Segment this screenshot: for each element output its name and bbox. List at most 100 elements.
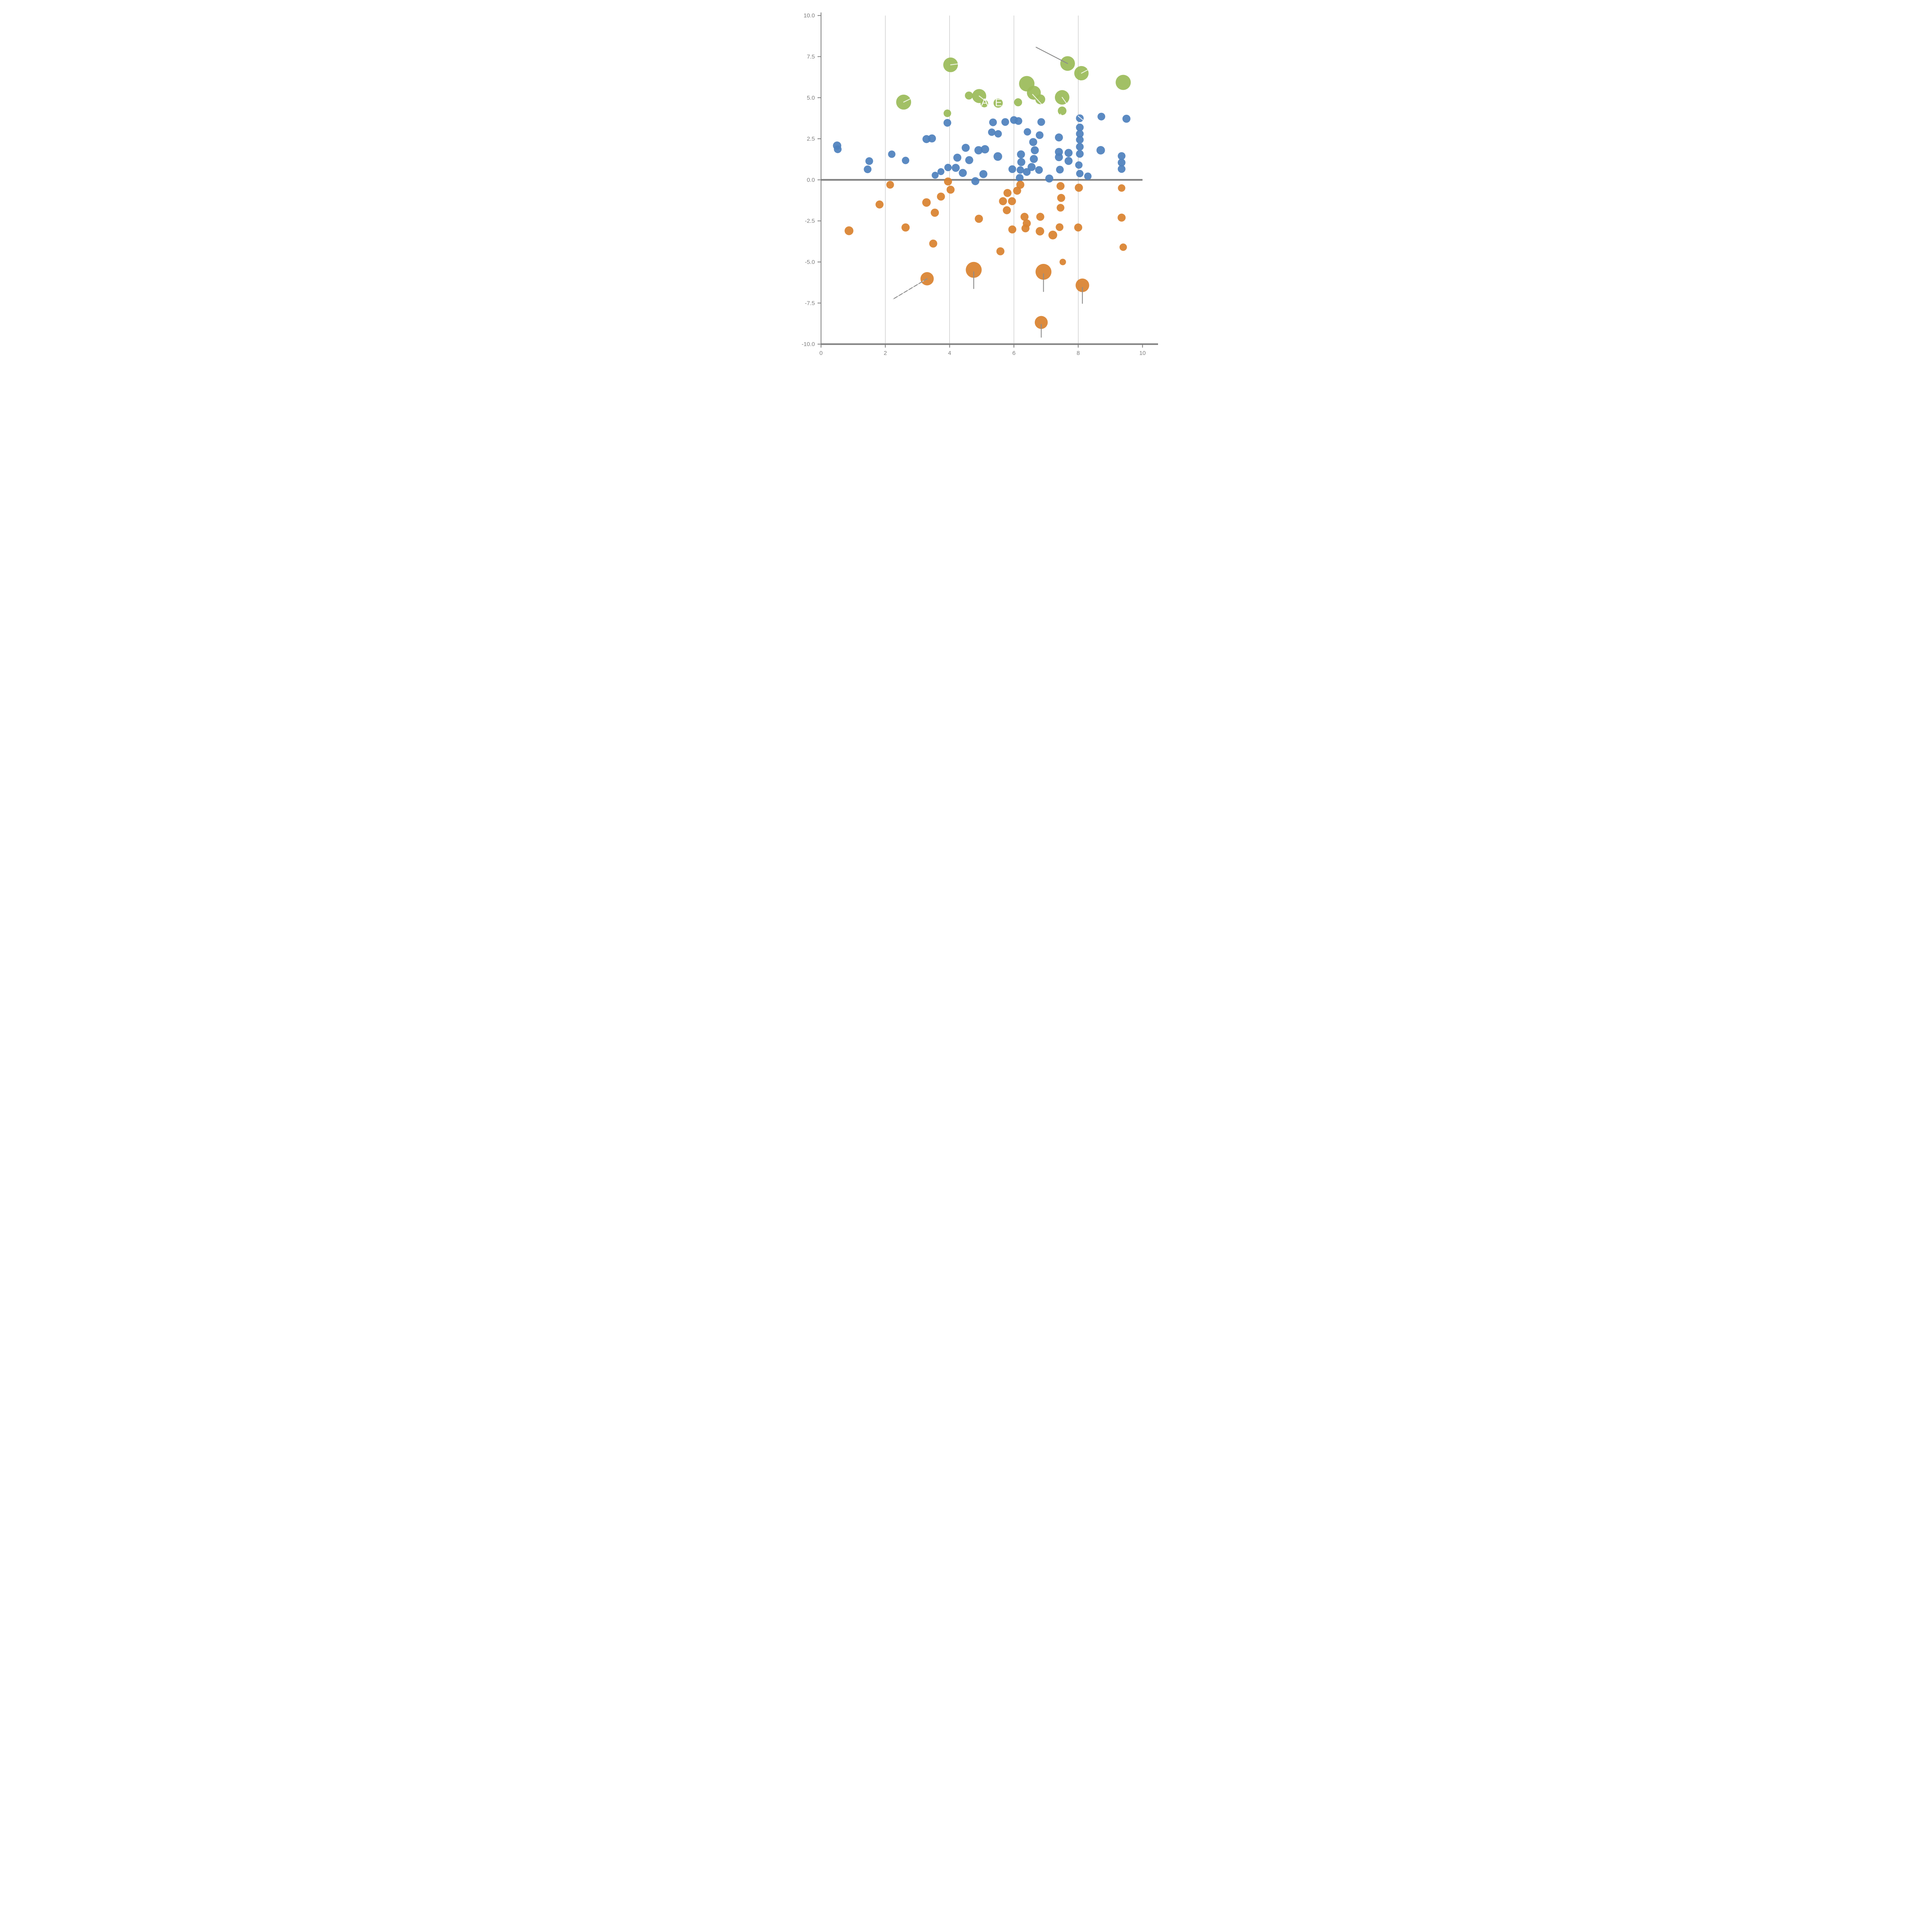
scatter-point-orange (1118, 184, 1126, 192)
scatter-point-orange (1013, 187, 1021, 195)
scatter-point-orange (1016, 180, 1025, 189)
stem-line (893, 278, 928, 299)
scatter-point-blue (1015, 174, 1024, 182)
scatter-point-orange (1034, 316, 1048, 329)
scatter-point-orange (1075, 278, 1089, 292)
scatter-point-orange (944, 177, 952, 186)
scatter-point-blue (1117, 152, 1126, 160)
scatter-point-blue (1031, 146, 1039, 155)
scatter-point-orange (1008, 197, 1016, 206)
scatter-point-blue (888, 150, 896, 158)
stem-line (1060, 114, 1065, 120)
scatter-point-blue (1023, 168, 1031, 176)
scatter-point-blue (952, 163, 960, 172)
scatter-point-orange (996, 247, 1005, 255)
y-tick-label: 2.5 (807, 136, 815, 142)
scatter-point-blue (1029, 138, 1037, 146)
scatter-point-blue (1001, 118, 1009, 126)
scatter-point-blue (1122, 114, 1131, 123)
scatter-point-blue (1084, 172, 1092, 180)
scatter-point-blue (1076, 143, 1084, 151)
scatter-point-blue (1030, 155, 1038, 163)
scatter-point-orange (946, 185, 955, 194)
scatter-point-orange (1057, 194, 1065, 202)
scatter-point-blue (1055, 153, 1063, 162)
scatter-point-blue (1055, 133, 1063, 142)
annotation-letter: A (981, 96, 988, 108)
scatter-point-blue (1075, 161, 1083, 169)
scatter-point-orange (1003, 189, 1012, 197)
scatter-point-blue (1117, 165, 1126, 173)
scatter-point-blue (834, 145, 842, 153)
scatter-point-blue (1076, 114, 1084, 122)
x-tick-label: 10 (1139, 350, 1146, 357)
scatter-plot: -10.0 -7.5 -5.0 -2.5 0.0 2.5 5.0 7.5 10.0 0 2 4 6 8 10… (802, 12, 1158, 357)
scatter-point-orange (875, 200, 884, 209)
scatter-point-blue (1035, 166, 1043, 174)
scatter-point-blue (993, 152, 1002, 161)
scatter-point-blue (1076, 170, 1084, 177)
scatter-point-blue (1036, 131, 1044, 139)
scatter-point-orange (1008, 225, 1017, 234)
y-tick-label: 0.0 (807, 177, 815, 183)
scatter-point-orange (1117, 213, 1126, 222)
scatter-point-blue (1117, 158, 1126, 167)
scatter-point-blue (974, 146, 983, 155)
x-tick-label: 4 (948, 350, 951, 357)
scatter-point-blue (1076, 150, 1084, 158)
x-tick-label: 6 (1012, 350, 1015, 357)
scatter-point-blue (928, 134, 936, 143)
scatter-point-blue (864, 165, 872, 173)
scatter-point-orange (1056, 182, 1065, 190)
scatter-point-blue (865, 157, 873, 165)
axes (817, 12, 1158, 348)
scatter-point-orange (966, 262, 982, 278)
scatter-point-blue (1027, 163, 1036, 171)
scatter-point-orange (1003, 206, 1011, 214)
scatter-point-blue (971, 177, 980, 185)
scatter-point-blue (959, 169, 967, 177)
scatter-point-blue (961, 144, 970, 152)
scatter-point-blue (944, 163, 952, 172)
scatter-point-orange (1074, 223, 1082, 232)
scatter-point-blue (981, 145, 989, 154)
scatter-point-green (1116, 75, 1131, 90)
stem-line (950, 63, 959, 65)
y-tick-label: -5.0 (805, 259, 815, 265)
scatter-point-orange (929, 239, 937, 248)
scatter-point-green (965, 91, 973, 100)
stem-line (1081, 68, 1090, 74)
scatter-point-blue (953, 153, 961, 162)
scatter-point-green (943, 109, 951, 117)
y-tick-label: -10.0 (802, 341, 815, 348)
scatter-point-blue (1056, 166, 1064, 174)
scatter-point-orange (1021, 224, 1030, 233)
scatter-point-blue (1017, 150, 1025, 158)
scatter-point-orange (922, 198, 931, 207)
scatter-point-blue (1076, 136, 1084, 144)
scatter-point-blue (1065, 149, 1073, 157)
x-tick-label: 0 (820, 350, 823, 357)
stem-line (1036, 47, 1068, 64)
scatter-point-blue (1014, 117, 1022, 125)
scatter-point-orange (1056, 223, 1064, 231)
scatter-point-green (1035, 94, 1046, 104)
scatter-point-blue (1097, 112, 1105, 121)
scatter-point-orange (1075, 184, 1083, 192)
scatter-point-blue (902, 156, 910, 164)
scatter-point-blue (1037, 118, 1045, 126)
stem-line (903, 98, 912, 103)
scatter-point-orange (1119, 243, 1127, 251)
scatter-point-orange (1035, 264, 1052, 280)
scatter-point-orange (937, 192, 945, 201)
scatter-point-orange (1036, 227, 1044, 236)
x-tick-label: 8 (1077, 350, 1080, 357)
stem-line (1032, 94, 1043, 105)
scatter-point-blue (943, 119, 951, 127)
tick-labels: -10.0 -7.5 -5.0 -2.5 0.0 2.5 5.0 7.5 10.0 0 2 4 6 8 10 (802, 12, 1146, 356)
scatter-point-blue (1076, 123, 1084, 131)
scatter-point-blue (1024, 128, 1031, 136)
scatter-point-blue (1017, 158, 1026, 166)
scatter-point-green (1014, 98, 1022, 107)
